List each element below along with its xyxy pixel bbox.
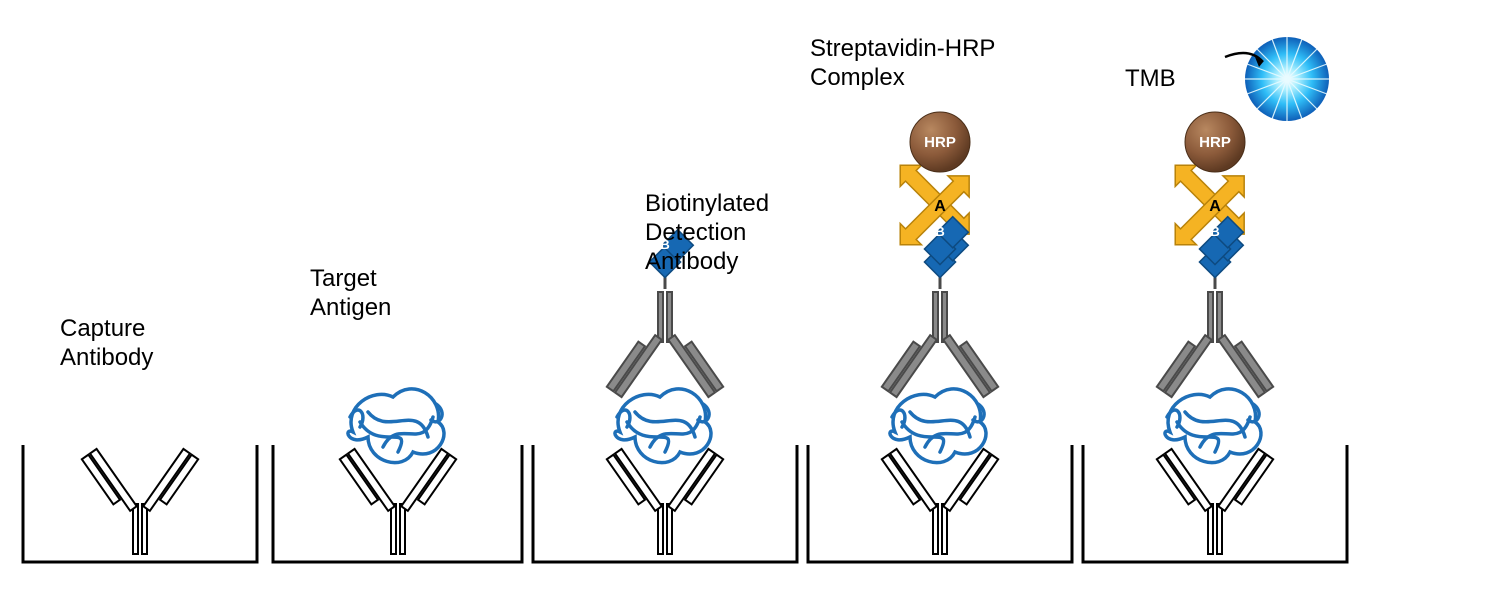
molecule-stack	[545, 27, 785, 562]
elisa-step-panel	[1080, 35, 1350, 565]
step-label: Streptavidin-HRPComplex	[810, 35, 995, 93]
step-label: CaptureAntibody	[60, 315, 153, 373]
molecule-stack	[20, 27, 260, 562]
elisa-step-panel	[270, 35, 525, 565]
molecule-stack	[820, 27, 1060, 562]
elisa-step-panel	[20, 35, 260, 565]
elisa-step-panel	[530, 35, 800, 565]
step-label: TargetAntigen	[310, 265, 391, 323]
elisa-step-panel	[805, 35, 1075, 565]
step-label: TMB	[1125, 65, 1176, 94]
molecule-stack	[1095, 27, 1335, 562]
step-label: BiotinylatedDetectionAntibody	[645, 190, 769, 276]
